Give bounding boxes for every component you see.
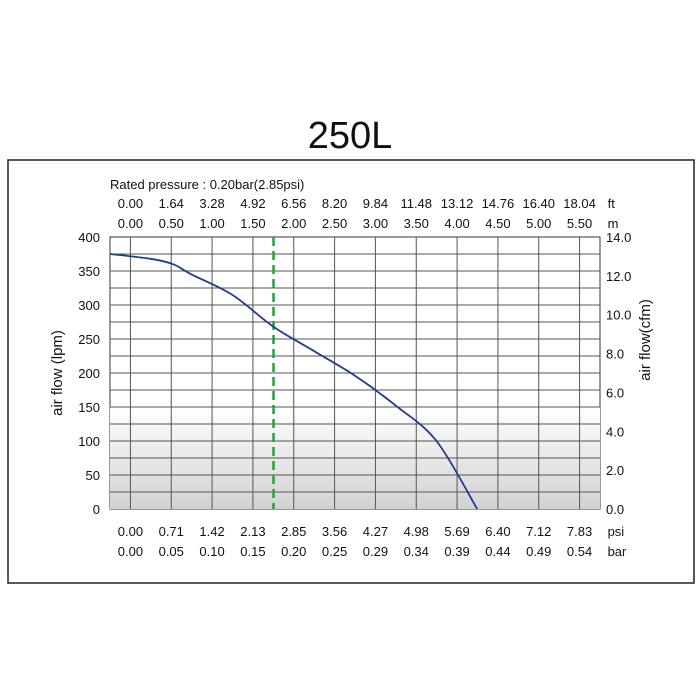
x-bottom-bar-tick-label: 0.05 xyxy=(159,544,184,559)
x-bottom-bar-tick-label: 0.44 xyxy=(485,544,510,559)
y-left-tick-label: 50 xyxy=(86,468,100,483)
x-bottom-bar-tick-label: 0.00 xyxy=(118,544,143,559)
x-bottom-bar-unit-label: bar xyxy=(608,544,627,559)
y-axis-left-title: air flow (lpm) xyxy=(49,330,66,416)
x-bottom-bar-tick-label: 0.49 xyxy=(526,544,551,559)
x-bottom-psi-tick-label: 0.71 xyxy=(159,524,184,539)
y-right-tick-label: 2.0 xyxy=(606,463,624,478)
x-bottom-psi-tick-label: 2.85 xyxy=(281,524,306,539)
x-top-ft-tick-label: 0.00 xyxy=(118,196,143,211)
x-top-ft-tick-label: 16.40 xyxy=(522,196,555,211)
x-bottom-psi-tick-label: 4.98 xyxy=(404,524,429,539)
x-top-m-tick-label: 5.00 xyxy=(526,216,551,231)
y-left-tick-label: 400 xyxy=(78,230,100,245)
x-top-m-tick-label: 3.00 xyxy=(363,216,388,231)
y-right-tick-label: 8.0 xyxy=(606,347,624,362)
y-left-tick-label: 300 xyxy=(78,298,100,313)
x-top-m-tick-label: 0.00 xyxy=(118,216,143,231)
x-bottom-bar-tick-label: 0.25 xyxy=(322,544,347,559)
y-right-tick-label: 14.0 xyxy=(606,230,631,245)
x-top-m-tick-label: 3.50 xyxy=(404,216,429,231)
x-top-ft-tick-label: 14.76 xyxy=(482,196,515,211)
y-left-tick-label: 150 xyxy=(78,400,100,415)
x-top-ft-unit-label: ft xyxy=(608,196,616,211)
y-left-tick-label: 100 xyxy=(78,434,100,449)
x-top-ft-tick-label: 6.56 xyxy=(281,196,306,211)
y-right-tick-label: 6.0 xyxy=(606,385,624,400)
y-axis-right-title: air flow(cfm) xyxy=(637,299,654,381)
x-top-m-tick-label: 0.50 xyxy=(159,216,184,231)
x-bottom-psi-tick-label: 7.12 xyxy=(526,524,551,539)
x-bottom-psi-tick-label: 5.69 xyxy=(444,524,469,539)
x-bottom-psi-tick-label: 6.40 xyxy=(485,524,510,539)
y-right-tick-label: 0.0 xyxy=(606,502,624,517)
x-bottom-bar-tick-label: 0.20 xyxy=(281,544,306,559)
x-bottom-bar-tick-label: 0.15 xyxy=(240,544,265,559)
x-top-ft-tick-label: 4.92 xyxy=(240,196,265,211)
x-bottom-bar-tick-label: 0.54 xyxy=(567,544,592,559)
x-top-m-tick-label: 1.00 xyxy=(199,216,224,231)
y-right-tick-label: 4.0 xyxy=(606,424,624,439)
x-top-ft-tick-label: 9.84 xyxy=(363,196,388,211)
y-left-tick-label: 250 xyxy=(78,332,100,347)
x-top-m-tick-label: 4.00 xyxy=(444,216,469,231)
x-top-m-tick-label: 2.50 xyxy=(322,216,347,231)
x-bottom-bar-tick-label: 0.34 xyxy=(404,544,429,559)
x-bottom-psi-tick-label: 0.00 xyxy=(118,524,143,539)
y-right-tick-label: 10.0 xyxy=(606,308,631,323)
x-bottom-bar-tick-label: 0.39 xyxy=(444,544,469,559)
x-bottom-psi-tick-label: 7.83 xyxy=(567,524,592,539)
series-marks xyxy=(109,237,478,510)
tick-labels: 0 50 100 150 200 250 300 350 400 0.0 2.0 4.0 6.0 8.0 1… xyxy=(78,196,631,559)
chart-title: 250L xyxy=(308,115,393,157)
y-left-tick-label: 200 xyxy=(78,366,100,381)
grid xyxy=(110,237,600,509)
x-top-m-tick-label: 2.00 xyxy=(281,216,306,231)
x-bottom-psi-tick-label: 4.27 xyxy=(363,524,388,539)
y-left-tick-label: 350 xyxy=(78,264,100,279)
x-bottom-psi-tick-label: 1.42 xyxy=(199,524,224,539)
x-top-m-tick-label: 4.50 xyxy=(485,216,510,231)
x-top-ft-tick-label: 13.12 xyxy=(441,196,474,211)
x-bottom-psi-tick-label: 3.56 xyxy=(322,524,347,539)
x-top-m-tick-label: 5.50 xyxy=(567,216,592,231)
y-left-tick-label: 0 xyxy=(93,502,100,517)
airflow-curve xyxy=(109,253,478,510)
x-top-ft-tick-label: 1.64 xyxy=(159,196,184,211)
x-top-m-unit-label: m xyxy=(608,216,619,231)
x-bottom-psi-tick-label: 2.13 xyxy=(240,524,265,539)
chart-subtitle: Rated pressure : 0.20bar(2.85psi) xyxy=(110,177,304,192)
x-top-m-tick-label: 1.50 xyxy=(240,216,265,231)
x-top-ft-tick-label: 3.28 xyxy=(199,196,224,211)
x-bottom-bar-tick-label: 0.10 xyxy=(199,544,224,559)
x-bottom-psi-unit-label: psi xyxy=(608,524,625,539)
y-right-tick-label: 12.0 xyxy=(606,269,631,284)
x-top-ft-tick-label: 8.20 xyxy=(322,196,347,211)
x-top-ft-tick-label: 18.04 xyxy=(563,196,596,211)
x-bottom-bar-tick-label: 0.29 xyxy=(363,544,388,559)
x-top-ft-tick-label: 11.48 xyxy=(400,196,432,211)
